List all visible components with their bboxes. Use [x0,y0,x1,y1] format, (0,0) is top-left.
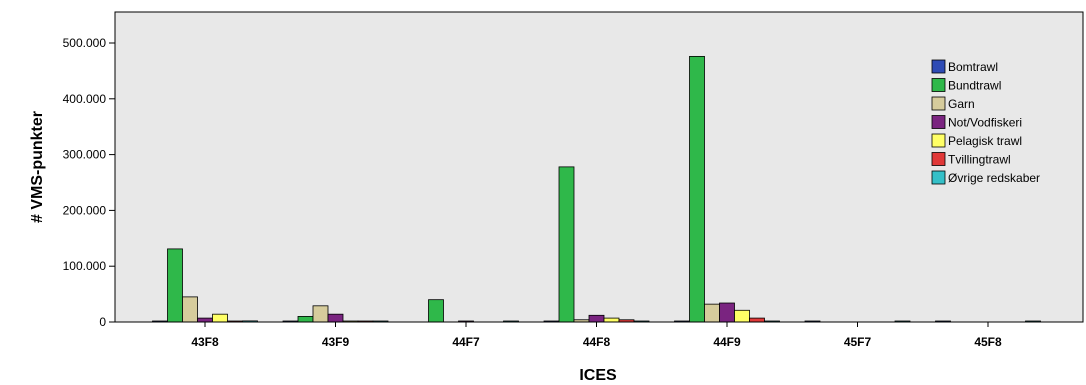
y-tick-label: 500.000 [63,36,107,50]
y-tick-label: 100.000 [63,259,107,273]
y-tick-label: 300.000 [63,148,107,162]
legend-swatch [931,78,946,92]
x-tick-label: 44F7 [452,335,480,349]
bar [327,313,344,323]
legend-label: Pelagisk trawl [948,134,1022,148]
x-tick-label: 43F9 [322,335,350,349]
legend-swatch [931,59,946,74]
bar [197,317,213,323]
x-axis: 43F8 43F9 44F7 44F8 44F9 45F7 45F8 [191,322,1002,349]
legend-label: Garn [948,97,975,111]
legend-label: Bomtrawl [948,60,998,74]
bar [734,309,750,323]
legend-label: Not/Vodfiskeri [948,116,1022,130]
bar [428,299,444,323]
bar [704,303,720,323]
bars-group [115,55,1083,323]
bar [167,248,183,323]
legend-swatch [931,170,946,185]
plot-area [114,11,1084,323]
x-axis-title: ICES [579,367,617,384]
legend-label: Bundtrawl [948,79,1001,93]
x-tick-label: 44F8 [583,335,611,349]
legend-swatch [931,133,946,148]
x-tick-label: 45F8 [974,335,1002,349]
y-axis-title: # VMS-punkter [29,111,46,223]
legend-swatch [931,115,946,129]
x-tick-label: 43F8 [191,335,219,349]
legend-swatch [931,152,946,166]
bar [749,317,765,323]
bar [212,313,228,323]
legend-label: Tvillingtrawl [948,153,1011,167]
legend-swatch [931,96,946,111]
y-axis: 0 100.000 200.000 300.000 400.000 500.000 [63,36,115,329]
y-tick-label: 200.000 [63,203,107,217]
legend: Bomtrawl Bundtrawl Garn Not/Vodfiskeri Pelag… [931,59,1040,185]
bar [603,317,620,323]
bar [719,302,735,323]
bar [312,305,329,323]
bar [588,314,605,323]
x-tick-label: 45F7 [844,335,872,349]
bar [558,166,575,323]
y-tick-label: 0 [99,315,106,329]
y-tick-label: 400.000 [63,92,107,106]
bar [297,316,314,323]
x-tick-label: 44F9 [713,335,741,349]
bar [182,296,198,323]
bar [689,55,705,323]
legend-label: Øvrige redskaber [948,171,1040,185]
